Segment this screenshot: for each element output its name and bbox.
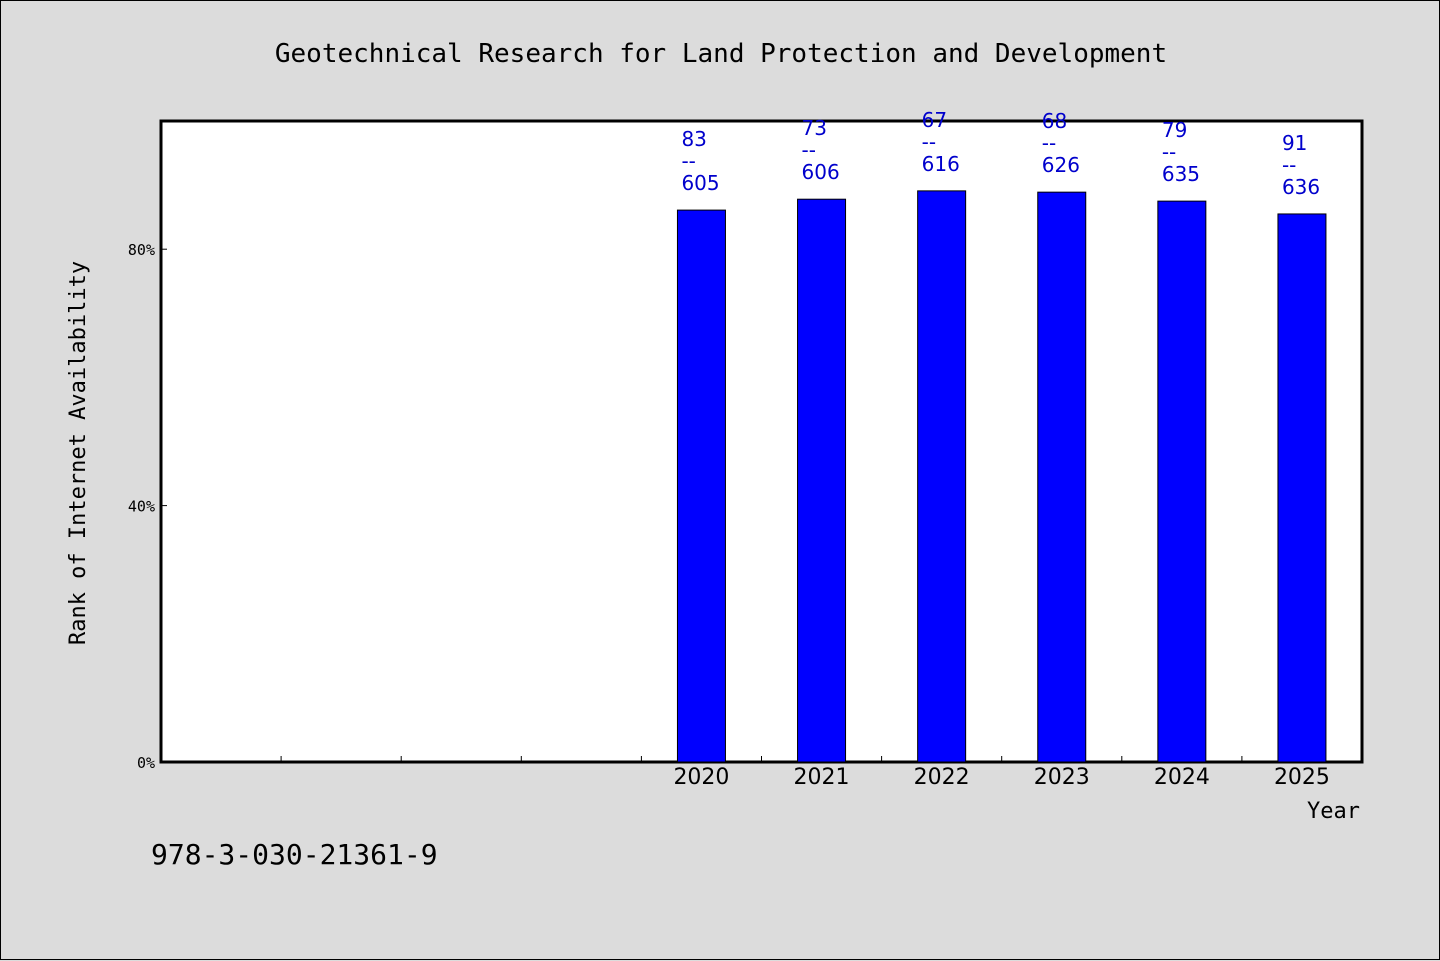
x-tick-label: 2021: [794, 765, 850, 790]
bar: [1037, 191, 1087, 763]
data-label: --: [1282, 153, 1296, 177]
data-label: --: [681, 149, 695, 173]
x-tick-label: 2024: [1154, 765, 1210, 790]
data-label: --: [1042, 131, 1056, 155]
data-label: 606: [802, 160, 840, 184]
data-labels: 83--60573--60667--61668--62679--63591--6…: [681, 108, 1320, 199]
y-axis-ticks: 0% 40% 80%: [128, 241, 167, 772]
x-tick-label: 2025: [1274, 765, 1330, 790]
data-label: 626: [1042, 153, 1080, 177]
data-label: --: [802, 138, 816, 162]
footer-isbn: 978-3-030-21361-9: [151, 838, 438, 871]
data-label: --: [1162, 140, 1176, 164]
data-label: 83: [681, 127, 706, 151]
y-axis-label: Rank of Internet Availability: [66, 261, 91, 645]
data-label: 635: [1162, 162, 1200, 186]
x-tick-label: 2020: [673, 765, 729, 790]
x-axis-ticks: 2020 2021 2022 2023 2024 2025: [280, 756, 1330, 790]
bar: [1277, 213, 1327, 763]
x-axis-label: Year: [1307, 799, 1360, 824]
bar-series: [676, 190, 1327, 763]
bar: [797, 198, 847, 763]
y-tick-label: 80%: [128, 241, 155, 259]
y-tick-label: 40%: [128, 498, 155, 516]
data-label: 636: [1282, 175, 1320, 199]
data-label: 91: [1282, 131, 1307, 155]
data-label: 67: [922, 108, 947, 132]
bar: [917, 190, 967, 763]
data-label: 68: [1042, 109, 1067, 133]
x-tick-label: 2022: [914, 765, 970, 790]
x-tick-label: 2023: [1034, 765, 1090, 790]
data-label: 73: [802, 116, 827, 140]
bar: [676, 209, 726, 763]
chart-title: Geotechnical Research for Land Protectio…: [275, 39, 1167, 69]
bar: [1157, 200, 1207, 763]
data-label: 79: [1162, 118, 1187, 142]
data-label: 616: [922, 152, 960, 176]
data-label: --: [922, 130, 936, 154]
y-tick-label: 0%: [137, 754, 155, 772]
data-label: 605: [681, 171, 719, 195]
